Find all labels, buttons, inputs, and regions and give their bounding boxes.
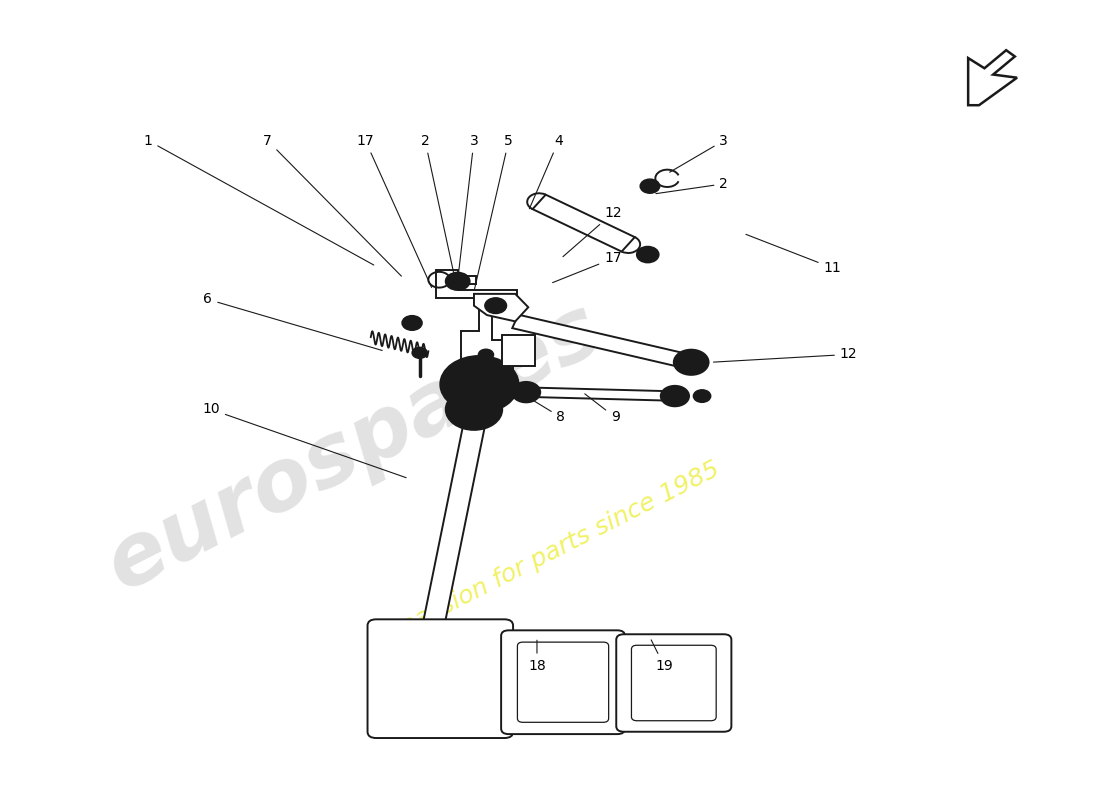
Text: 17: 17 [356, 134, 431, 287]
Text: 3: 3 [458, 134, 478, 278]
Polygon shape [513, 314, 694, 369]
Circle shape [512, 382, 540, 402]
Circle shape [460, 370, 499, 398]
FancyBboxPatch shape [502, 630, 625, 734]
Circle shape [661, 386, 689, 406]
FancyBboxPatch shape [631, 646, 716, 721]
Text: 19: 19 [651, 640, 673, 673]
Polygon shape [474, 294, 528, 322]
Polygon shape [465, 276, 476, 285]
Circle shape [446, 273, 470, 290]
Polygon shape [526, 387, 675, 401]
Text: 2: 2 [656, 177, 728, 194]
Text: 12: 12 [714, 347, 858, 362]
Text: 9: 9 [585, 394, 619, 424]
FancyBboxPatch shape [367, 619, 513, 738]
Polygon shape [382, 628, 508, 729]
Polygon shape [420, 371, 496, 641]
Polygon shape [532, 194, 635, 251]
Text: 5: 5 [474, 134, 513, 289]
Circle shape [460, 399, 488, 420]
FancyBboxPatch shape [616, 634, 732, 732]
Circle shape [478, 350, 494, 360]
Polygon shape [461, 306, 513, 369]
Polygon shape [436, 270, 517, 298]
Polygon shape [503, 334, 535, 366]
FancyBboxPatch shape [517, 642, 608, 722]
Text: 11: 11 [746, 234, 842, 275]
Circle shape [674, 350, 708, 375]
Text: 10: 10 [202, 402, 406, 478]
Text: 4: 4 [529, 134, 563, 209]
Text: 1: 1 [144, 134, 374, 265]
Text: 18: 18 [528, 640, 546, 673]
Text: 2: 2 [420, 134, 458, 289]
Text: 8: 8 [522, 394, 565, 424]
Circle shape [485, 298, 507, 314]
Circle shape [403, 316, 421, 330]
Text: eurospares: eurospares [94, 286, 616, 608]
Text: 17: 17 [552, 251, 622, 282]
Text: 7: 7 [263, 134, 402, 276]
Circle shape [446, 389, 503, 430]
Text: 3: 3 [670, 134, 728, 172]
Text: 12: 12 [563, 206, 622, 257]
Circle shape [412, 347, 427, 358]
Circle shape [637, 246, 659, 262]
Text: a passion for parts since 1985: a passion for parts since 1985 [376, 457, 724, 650]
Text: 6: 6 [204, 292, 382, 350]
Circle shape [640, 179, 660, 194]
Circle shape [440, 356, 518, 413]
Circle shape [693, 390, 711, 402]
